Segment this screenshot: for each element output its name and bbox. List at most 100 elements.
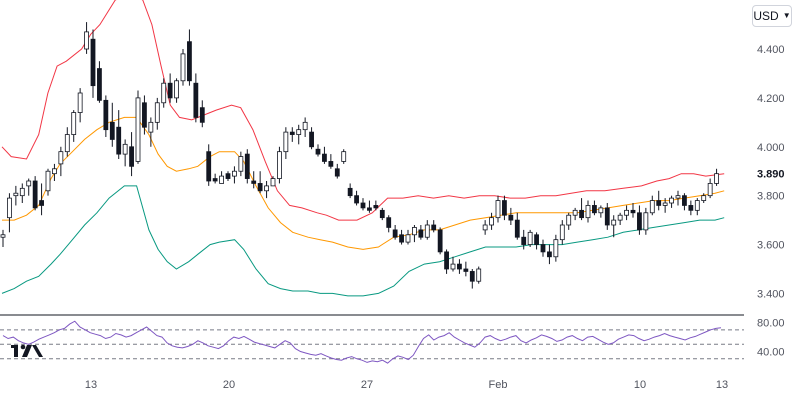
- candle-body: [257, 183, 263, 192]
- candle-body: [617, 214, 623, 221]
- candle: [624, 205, 629, 221]
- candle: [514, 212, 520, 240]
- candle: [521, 229, 527, 250]
- candle: [714, 168, 719, 186]
- candle: [84, 22, 89, 54]
- candle-body: [412, 227, 417, 236]
- candle-body: [347, 187, 353, 197]
- price-tick: 3.800: [757, 191, 785, 203]
- candle-body: [514, 219, 520, 238]
- candle: [334, 163, 340, 179]
- candle-body: [572, 209, 578, 216]
- candle: [328, 154, 334, 169]
- candle-body: [701, 195, 707, 201]
- price-tick: 4.400: [757, 44, 785, 56]
- candle: [656, 190, 662, 211]
- candle: [592, 200, 597, 216]
- candle: [90, 29, 96, 98]
- candle-body: [71, 112, 77, 135]
- candle: [572, 207, 578, 221]
- candle: [534, 232, 539, 250]
- candle-body: [637, 212, 642, 231]
- candle: [707, 178, 713, 199]
- candle-body: [283, 131, 289, 153]
- time-tick: 13: [85, 379, 97, 391]
- candle: [360, 198, 366, 211]
- candle: [206, 144, 212, 186]
- candle: [418, 225, 424, 240]
- candle: [559, 220, 565, 245]
- candle-body: [142, 102, 147, 128]
- candle-body: [669, 197, 674, 204]
- candle: [116, 110, 122, 159]
- candle-body: [84, 31, 89, 50]
- candle: [682, 193, 687, 211]
- candle: [347, 183, 353, 199]
- candle-body: [32, 180, 38, 209]
- candle-body: [251, 180, 257, 184]
- candle: [251, 171, 257, 189]
- candle-body: [585, 205, 591, 219]
- candle-body: [116, 126, 122, 155]
- candle-body: [219, 175, 224, 184]
- candle-body: [270, 178, 276, 187]
- candle: [309, 127, 314, 150]
- price-tick: 4.000: [757, 142, 785, 154]
- candle-body: [161, 82, 167, 104]
- candle-body: [341, 151, 347, 162]
- candle-body: [360, 202, 366, 209]
- candle-body: [148, 121, 154, 133]
- candle-body: [309, 131, 314, 148]
- candle: [508, 207, 514, 225]
- candle-body: [13, 192, 19, 197]
- candle-body: [463, 268, 469, 272]
- candle: [540, 239, 546, 257]
- rsi-pane: [0, 320, 744, 364]
- candle: [469, 269, 475, 289]
- candle: [148, 117, 154, 147]
- candle-body: [302, 121, 308, 131]
- candle-body: [682, 195, 687, 206]
- candle-body: [611, 219, 617, 226]
- candle: [412, 225, 417, 243]
- candle: [52, 163, 57, 181]
- candle: [154, 97, 160, 130]
- candle: [212, 173, 218, 184]
- candle: [238, 151, 244, 177]
- price-tick: 3.400: [757, 288, 785, 300]
- candle: [489, 212, 494, 230]
- candle: [19, 183, 25, 203]
- candle-body: [521, 236, 527, 245]
- candle-body: [450, 263, 456, 270]
- candle-body: [19, 187, 25, 197]
- candle: [289, 127, 295, 142]
- candle-body: [649, 200, 655, 214]
- candle-body: [58, 151, 64, 165]
- candle: [662, 198, 668, 213]
- candle: [64, 127, 70, 157]
- candle: [457, 259, 462, 274]
- candle-body: [553, 239, 559, 258]
- candle-body: [714, 173, 719, 184]
- currency-selector[interactable]: USD ▼: [752, 5, 792, 27]
- candle-body: [167, 82, 173, 99]
- candle-body: [399, 234, 404, 243]
- candle-body: [289, 131, 295, 135]
- candle: [315, 144, 321, 157]
- candle: [405, 229, 411, 245]
- candle: [77, 88, 83, 123]
- candle-body: [437, 229, 443, 253]
- upper-bollinger-band: [1, 0, 725, 221]
- candle-body: [135, 97, 141, 162]
- candle: [283, 127, 289, 159]
- candle-body: [624, 209, 629, 216]
- candle: [495, 195, 501, 223]
- candle: [643, 207, 649, 235]
- candle: [450, 256, 456, 272]
- candle-body: [444, 251, 449, 270]
- candle-body: [97, 68, 102, 101]
- candle: [437, 227, 443, 255]
- candle: [180, 49, 186, 86]
- candle: [424, 220, 430, 240]
